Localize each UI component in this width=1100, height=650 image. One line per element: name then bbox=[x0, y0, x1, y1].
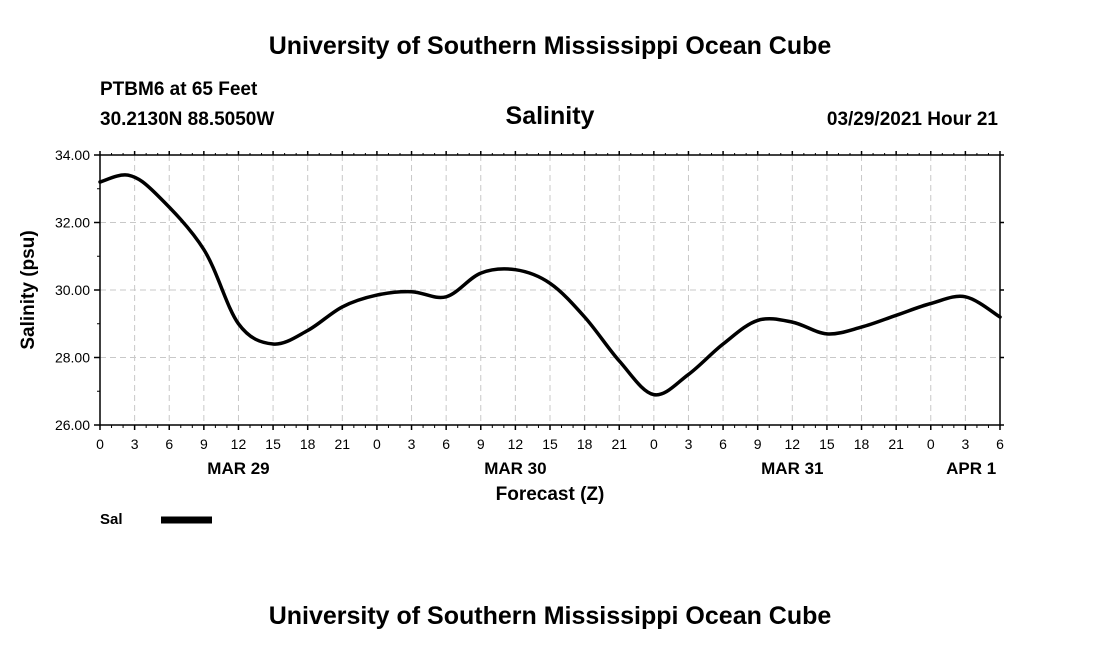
x-tick-label: 0 bbox=[650, 436, 658, 452]
x-tick-label: 18 bbox=[854, 436, 870, 452]
forecast-timestamp: 03/29/2021 Hour 21 bbox=[827, 109, 999, 130]
x-axis-label: Forecast (Z) bbox=[496, 484, 605, 505]
top-title: University of Southern Mississippi Ocean… bbox=[269, 32, 832, 60]
x-tick-label: 21 bbox=[611, 436, 627, 452]
station-coords: 30.2130N 88.5050W bbox=[100, 109, 274, 130]
x-tick-label: 18 bbox=[577, 436, 593, 452]
day-label: MAR 31 bbox=[761, 459, 823, 478]
chart-title: Salinity bbox=[506, 102, 595, 130]
day-label: MAR 30 bbox=[484, 459, 546, 478]
x-tick-label: 6 bbox=[442, 436, 450, 452]
x-axis-day-labels: MAR 29 MAR 30 MAR 31 APR 1 bbox=[207, 459, 996, 478]
station-label: PTBM6 at 65 Feet bbox=[100, 79, 258, 100]
x-tick-label: 12 bbox=[231, 436, 247, 452]
x-tick-label: 6 bbox=[719, 436, 727, 452]
x-tick-label: 12 bbox=[508, 436, 524, 452]
y-tick-label: 32.00 bbox=[55, 215, 90, 231]
y-tick-label: 26.00 bbox=[55, 417, 90, 433]
x-tick-label: 21 bbox=[335, 436, 351, 452]
x-tick-label: 6 bbox=[165, 436, 173, 452]
y-tick-label: 28.00 bbox=[55, 350, 90, 366]
x-tick-label: 9 bbox=[477, 436, 485, 452]
y-axis-label: Salinity (psu) bbox=[18, 230, 39, 349]
x-tick-label: 0 bbox=[373, 436, 381, 452]
x-axis-ticks: 0 3 6 9 12 15 18 21 0 3 6 9 12 15 18 21 0 3 6 9 12 15 18 21 0 3 6 bbox=[96, 151, 1004, 452]
x-tick-label: 9 bbox=[200, 436, 208, 452]
x-tick-label: 3 bbox=[131, 436, 139, 452]
x-tick-label: 12 bbox=[785, 436, 801, 452]
y-tick-label: 34.00 bbox=[55, 147, 90, 163]
x-tick-label: 0 bbox=[96, 436, 104, 452]
x-tick-label: 15 bbox=[819, 436, 835, 452]
x-tick-label: 3 bbox=[685, 436, 693, 452]
x-tick-label: 15 bbox=[542, 436, 558, 452]
x-tick-label: 3 bbox=[408, 436, 416, 452]
bottom-title: University of Southern Mississippi Ocean… bbox=[269, 602, 832, 630]
x-tick-label: 21 bbox=[888, 436, 904, 452]
x-tick-label: 3 bbox=[961, 436, 969, 452]
legend-label: Sal bbox=[100, 511, 123, 528]
day-label: APR 1 bbox=[946, 459, 996, 478]
y-tick-label: 30.00 bbox=[55, 282, 90, 298]
x-tick-label: 0 bbox=[927, 436, 935, 452]
y-axis-ticks: 26.00 28.00 30.00 32.00 34.00 bbox=[55, 147, 1004, 433]
x-tick-label: 9 bbox=[754, 436, 762, 452]
x-tick-label: 15 bbox=[265, 436, 281, 452]
grid-lines bbox=[100, 155, 1000, 425]
series-layer bbox=[98, 173, 1002, 397]
x-tick-label: 6 bbox=[996, 436, 1004, 452]
x-tick-label: 18 bbox=[300, 436, 316, 452]
day-label: MAR 29 bbox=[207, 459, 269, 478]
plot-frame bbox=[99, 154, 1001, 426]
